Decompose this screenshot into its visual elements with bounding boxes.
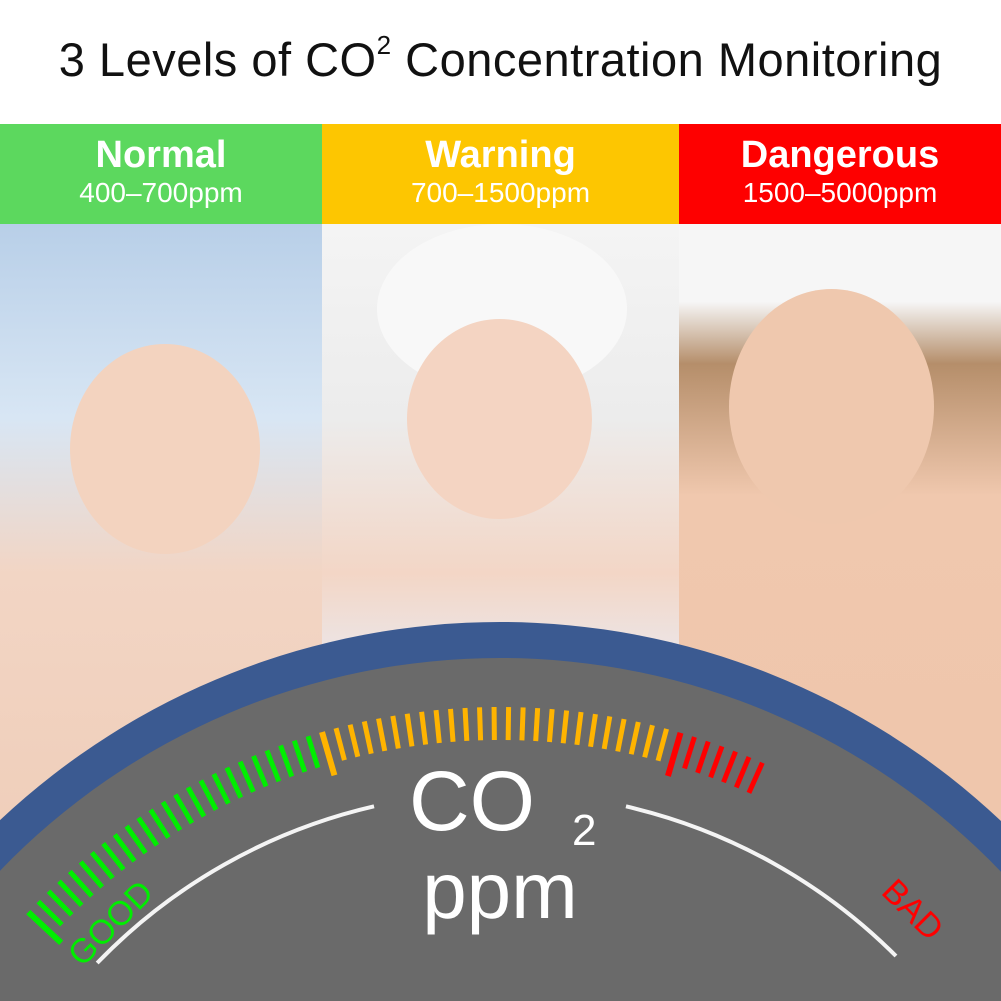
gauge-tick <box>185 786 207 818</box>
level-range: 700–1500ppm <box>410 177 591 208</box>
gauge-tick <box>655 728 669 762</box>
gauge-tick <box>574 711 584 746</box>
title-suffix: Concentration Monitoring <box>391 33 943 86</box>
gauge-tick <box>319 731 338 777</box>
unit-label: ppm <box>422 846 578 935</box>
gauge-tick <box>160 800 183 832</box>
gauge-tick <box>173 793 195 825</box>
gauge-tick <box>546 708 555 743</box>
gauge-tick <box>533 707 541 742</box>
level-dangerous: Dangerous 1500–5000ppm <box>679 124 1001 224</box>
gauge-arc-left <box>95 804 375 965</box>
baby-face <box>407 319 592 519</box>
gauge-face <box>0 658 1001 1001</box>
level-label: Normal <box>95 134 227 176</box>
gauge-tick <box>198 779 219 811</box>
level-label: Dangerous <box>740 134 940 176</box>
gauge-tick <box>67 869 94 898</box>
gauge-tick <box>78 860 105 889</box>
level-label: Warning <box>425 134 576 176</box>
level-normal: Normal 400–700ppm <box>0 124 322 224</box>
level-range: 400–700ppm <box>79 177 243 208</box>
gauge-tick <box>588 713 598 748</box>
gauge-tick <box>136 816 160 847</box>
gauge-tick <box>264 749 282 783</box>
gauge-tick <box>665 731 684 777</box>
gauge-tick <box>519 707 526 741</box>
title-superscript: 2 <box>376 30 392 60</box>
gauge-tick <box>211 772 231 805</box>
gauge-tick <box>433 709 442 744</box>
gauge-tick <box>89 850 115 880</box>
gauge-tick <box>36 899 64 927</box>
gauge-tick <box>448 708 456 742</box>
gauge-tick <box>224 766 244 799</box>
co2-subscript: 2 <box>572 806 596 855</box>
title-text: 3 Levels of CO <box>58 33 377 86</box>
baby-face <box>70 344 260 554</box>
gauge-tick <box>124 824 148 855</box>
gauge-tick <box>628 721 641 755</box>
gauge-ticks <box>26 707 765 945</box>
gauge-tick <box>419 711 429 745</box>
gauge-tick <box>112 833 137 863</box>
page-title: 3 Levels of CO2 Concentration Monitoring <box>0 30 1001 87</box>
gauge-arc-right <box>625 804 898 958</box>
gauge-tick <box>601 715 613 750</box>
baby-face <box>729 289 934 524</box>
gauge-tick <box>560 710 570 744</box>
gauge-tick <box>642 724 655 758</box>
gauge-tick <box>101 841 126 872</box>
gauge-tick <box>347 724 361 758</box>
gauge-tick <box>615 718 627 752</box>
gauge-tick <box>733 756 752 789</box>
gauge-tick <box>682 736 697 770</box>
gauge-tick <box>477 707 484 741</box>
gauge-tick <box>57 879 84 908</box>
level-range: 1500–5000ppm <box>742 177 938 208</box>
gauge-tick <box>237 760 256 793</box>
co2-label: CO <box>409 754 535 848</box>
level-warning: Warning 700–1500ppm <box>322 124 679 224</box>
gauge-tick <box>26 909 64 945</box>
gauge-tick <box>291 739 308 773</box>
gauge-tick <box>148 808 171 839</box>
gauge-tick <box>390 715 401 749</box>
gauge-tick <box>46 889 74 917</box>
gauge-tick <box>333 727 347 761</box>
gauge-tick <box>708 745 725 779</box>
gauge-tick <box>721 750 738 784</box>
gauge-tick <box>462 707 470 742</box>
gauge-tick <box>695 740 711 774</box>
gauge-tick <box>746 761 765 794</box>
gauge-tick <box>361 720 374 755</box>
gauge-tick <box>305 735 321 769</box>
gauge-tick <box>404 713 415 747</box>
gauge-tick <box>376 718 388 752</box>
gauge-tick <box>251 755 269 788</box>
gauge-tick <box>278 744 295 778</box>
